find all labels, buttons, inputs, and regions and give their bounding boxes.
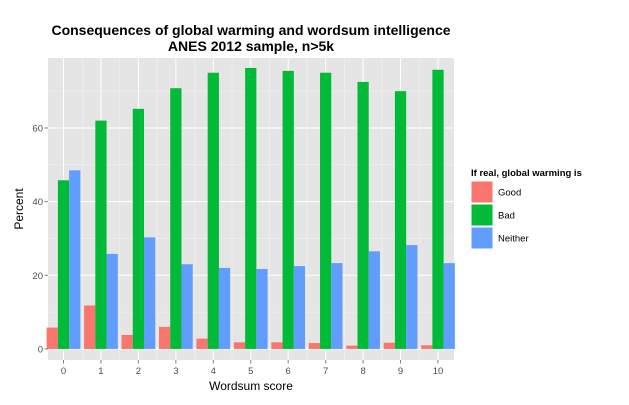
bar-good-7 [308, 343, 321, 349]
y-axis-title: Percent [12, 188, 26, 230]
bar-neither-10 [443, 263, 455, 349]
x-tick-label: 6 [286, 366, 291, 377]
bar-good-10 [421, 345, 433, 349]
bar-bad-3 [170, 88, 182, 349]
x-tick-label: 9 [398, 366, 403, 377]
legend-swatch-neither [471, 227, 493, 249]
y-tick-label: 20 [32, 271, 43, 282]
bar-neither-6 [293, 266, 306, 349]
bar-bad-10 [432, 69, 444, 349]
legend-label-neither: Neither [498, 234, 529, 245]
x-tick-label: 0 [61, 366, 66, 377]
bar-bad-2 [132, 108, 145, 349]
legend-label-bad: Bad [498, 211, 515, 222]
bar-bad-4 [207, 72, 219, 349]
bars [46, 67, 455, 349]
x-tick-label: 7 [323, 366, 328, 377]
bar-good-8 [346, 345, 358, 349]
bar-neither-7 [331, 263, 343, 349]
bar-neither-2 [144, 237, 156, 349]
bar-neither-4 [218, 267, 231, 349]
bar-good-6 [271, 342, 283, 349]
bar-bad-8 [357, 81, 369, 349]
x-axis-title: Wordsum score [209, 379, 293, 393]
y-tick-label: 0 [38, 344, 43, 355]
bar-bad-7 [320, 72, 332, 349]
chart-title-line-1: Consequences of global warming and words… [51, 22, 450, 38]
bar-neither-3 [181, 264, 193, 349]
x-tick-label: 3 [173, 366, 178, 377]
y-axis: 0 20 40 60 [32, 123, 48, 355]
bar-good-9 [383, 342, 395, 349]
bar-bad-5 [245, 67, 257, 349]
legend-swatch-good [471, 181, 493, 203]
x-tick-label: 8 [360, 366, 365, 377]
bar-bad-1 [95, 120, 107, 349]
bar-bad-6 [282, 70, 294, 349]
bar-bad-0 [57, 180, 70, 349]
bar-bad-9 [394, 91, 407, 349]
bar-good-2 [121, 334, 133, 349]
legend-title: If real, global warming is [471, 168, 582, 179]
x-tick-label: 5 [248, 366, 253, 377]
bar-good-3 [158, 326, 171, 349]
bar-neither-0 [69, 170, 81, 349]
bar-good-4 [196, 338, 208, 349]
x-tick-label: 4 [211, 366, 216, 377]
x-tick-label: 10 [433, 366, 444, 377]
x-tick-label: 2 [136, 366, 141, 377]
bar-good-1 [84, 305, 96, 349]
legend: If real, global warming is Good Bad Neithe… [470, 168, 582, 250]
y-tick-label: 40 [32, 197, 43, 208]
legend-label-good: Good [498, 188, 521, 199]
bar-good-5 [233, 342, 246, 349]
y-tick-label: 60 [32, 123, 43, 134]
bar-good-0 [46, 327, 58, 349]
bar-neither-8 [368, 251, 380, 349]
bar-neither-9 [406, 245, 418, 349]
legend-swatch-bad [471, 204, 493, 226]
bar-neither-5 [256, 269, 268, 349]
x-tick-label: 1 [98, 366, 103, 377]
chart-title-line-2: ANES 2012 sample, n>5k [168, 38, 334, 54]
bar-neither-1 [106, 253, 118, 349]
x-axis: 0 1 2 3 4 5 6 7 8 9 10 [61, 360, 443, 377]
